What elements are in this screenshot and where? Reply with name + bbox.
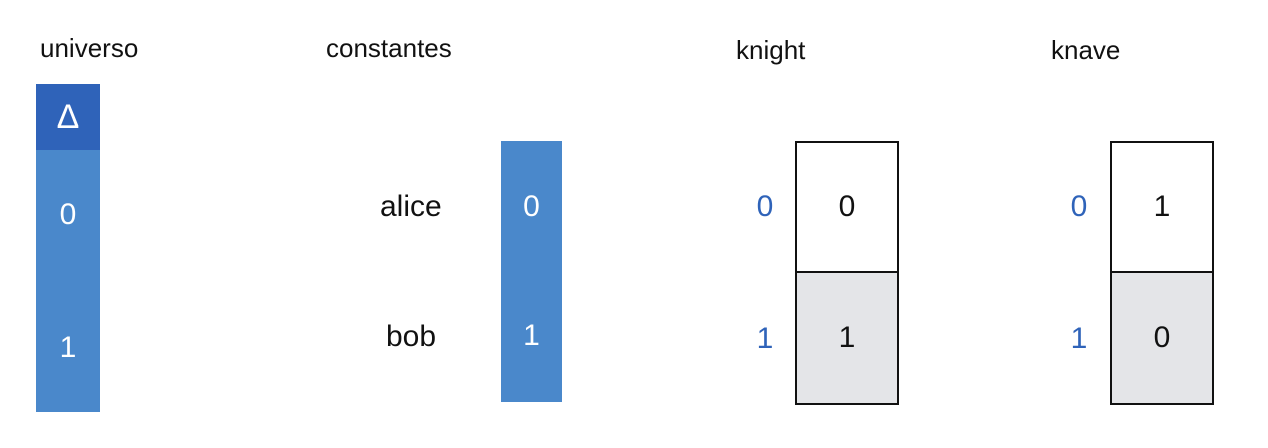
knave-title: knave bbox=[1051, 35, 1121, 65]
knight-cell-0: 0 bbox=[795, 141, 899, 273]
constant-name-alice: alice bbox=[380, 190, 442, 223]
universo-value-0: 0 bbox=[59, 198, 77, 231]
knave-index-1: 1 bbox=[1070, 322, 1088, 355]
knave-cell-1: 0 bbox=[1110, 271, 1214, 405]
constant-value-alice: 0 bbox=[523, 190, 540, 223]
knight-title: knight bbox=[736, 35, 806, 65]
knight-cell-1: 1 bbox=[795, 271, 899, 405]
constant-name-bob: bob bbox=[386, 320, 437, 353]
universo-delta-header: Δ bbox=[36, 84, 100, 150]
constantes-values-column: 0 1 bbox=[501, 141, 562, 402]
knave-cell-0: 1 bbox=[1110, 141, 1214, 273]
constantes-title: constantes bbox=[326, 33, 452, 63]
universo-values-column: 0 1 bbox=[36, 150, 100, 412]
universo-value-1: 1 bbox=[59, 331, 77, 364]
constant-value-bob: 1 bbox=[523, 319, 540, 352]
knight-index-1: 1 bbox=[756, 322, 774, 355]
knave-index-0: 0 bbox=[1070, 190, 1088, 223]
universo-title: universo bbox=[40, 33, 139, 63]
knight-index-0: 0 bbox=[756, 190, 774, 223]
